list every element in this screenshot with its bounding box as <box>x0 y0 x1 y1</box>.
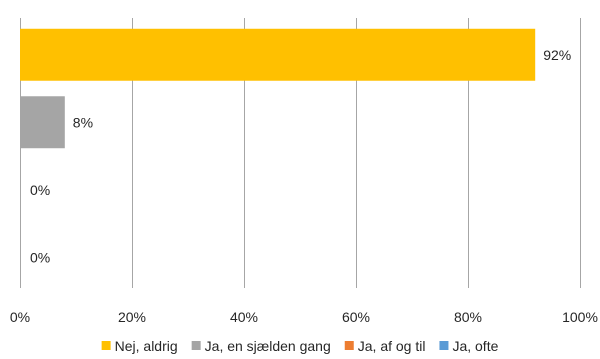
legend: Nej, aldrig Ja, en sjælden gang Ja, af og … <box>101 338 499 354</box>
x-tick-label: 60% <box>342 309 370 325</box>
legend-label: Ja, en sjælden gang <box>205 338 331 354</box>
bar-data-label: 92% <box>543 47 571 63</box>
legend-swatch <box>344 341 354 350</box>
bar <box>20 28 536 81</box>
bars <box>20 28 536 149</box>
x-tick-label: 100% <box>562 309 598 325</box>
x-tick-label: 80% <box>454 309 482 325</box>
legend-label: Ja, ofte <box>452 338 498 354</box>
legend-label: Ja, af og til <box>358 338 426 354</box>
bar-data-label: 0% <box>30 249 50 265</box>
x-tick-label: 40% <box>230 309 258 325</box>
x-axis-ticks: 0% 20% 40% 60% 80% 100% <box>10 309 598 325</box>
bar-data-label: 8% <box>73 114 93 130</box>
legend-label: Nej, aldrig <box>115 338 178 354</box>
x-tick-label: 20% <box>118 309 146 325</box>
legend-swatch <box>101 341 111 350</box>
bar-data-label: 0% <box>30 182 50 198</box>
legend-swatch <box>439 341 449 350</box>
data-labels: 92% 8% 0% 0% <box>30 47 571 266</box>
legend-swatch <box>191 341 201 350</box>
x-tick-label: 0% <box>10 309 30 325</box>
bar <box>20 96 65 149</box>
